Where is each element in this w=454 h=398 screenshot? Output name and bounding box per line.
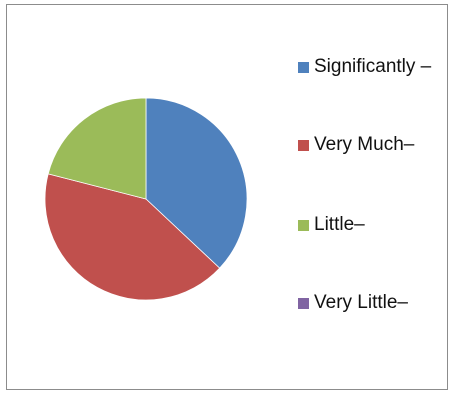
legend-swatch-significantly bbox=[298, 62, 309, 73]
legend-item-significantly: Significantly – bbox=[298, 56, 446, 78]
pie-slices bbox=[44, 97, 248, 301]
legend-label-very-little: Very Little– bbox=[314, 292, 408, 313]
legend-label-little: Little– bbox=[314, 214, 365, 235]
pie-slice-very-much bbox=[44, 173, 221, 301]
legend-label-very-much: Very Much– bbox=[314, 134, 415, 155]
legend-label-significantly: Significantly – bbox=[314, 56, 432, 77]
legend-item-little: Little– bbox=[298, 214, 446, 236]
legend-swatch-very-much bbox=[298, 140, 309, 151]
legend-swatch-little bbox=[298, 220, 309, 231]
legend-item-very-much: Very Much– bbox=[298, 134, 446, 156]
pie-slice-little bbox=[47, 97, 147, 200]
pie-slice-significantly bbox=[145, 97, 248, 269]
legend-item-very-little: Very Little– bbox=[298, 292, 446, 314]
legend-swatch-very-little bbox=[298, 298, 309, 309]
